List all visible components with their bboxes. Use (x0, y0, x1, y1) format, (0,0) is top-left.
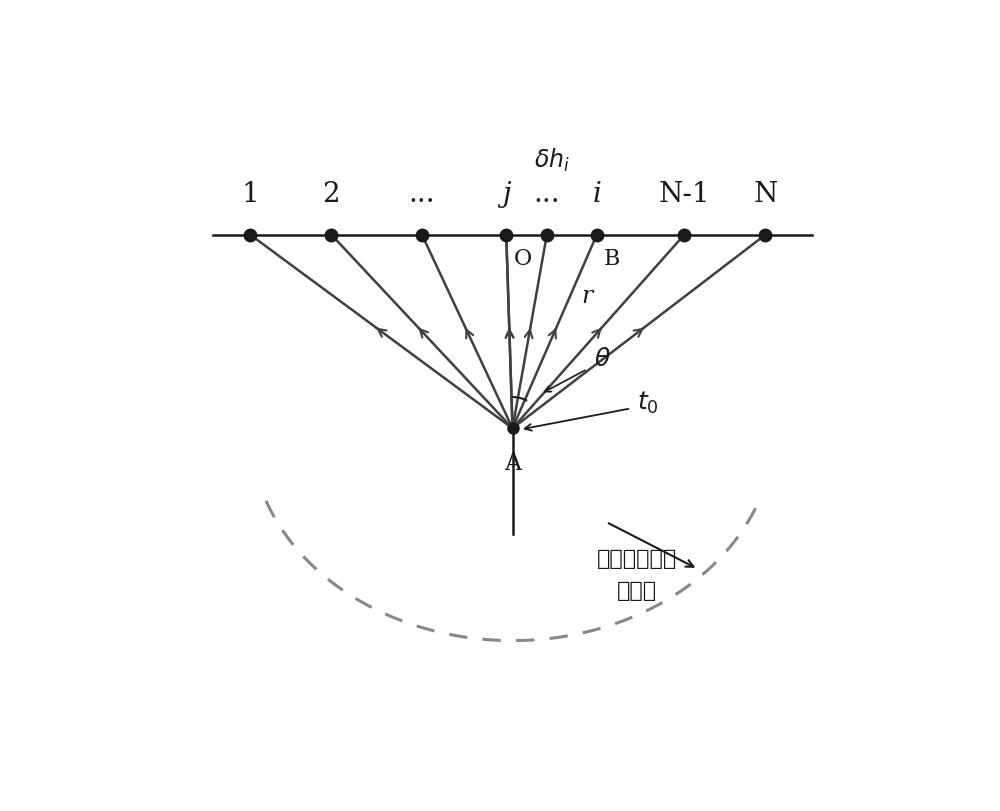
Text: 零偏移距动校: 零偏移距动校 (597, 549, 678, 569)
Text: $\delta h_i$: $\delta h_i$ (534, 146, 569, 174)
Text: i: i (592, 182, 601, 208)
Text: N: N (753, 182, 778, 208)
Text: ...: ... (534, 182, 560, 208)
Text: r: r (582, 285, 593, 308)
Text: $t_0$: $t_0$ (637, 390, 659, 416)
Text: j: j (502, 182, 511, 208)
Text: $\theta$: $\theta$ (594, 348, 611, 371)
Text: 2: 2 (323, 182, 340, 208)
Text: 1: 1 (241, 182, 259, 208)
Text: O: O (514, 248, 532, 270)
Text: 正轨迹: 正轨迹 (617, 581, 657, 601)
Text: A: A (504, 452, 521, 475)
Text: ...: ... (409, 182, 435, 208)
Text: B: B (604, 248, 621, 270)
Text: N-1: N-1 (658, 182, 710, 208)
